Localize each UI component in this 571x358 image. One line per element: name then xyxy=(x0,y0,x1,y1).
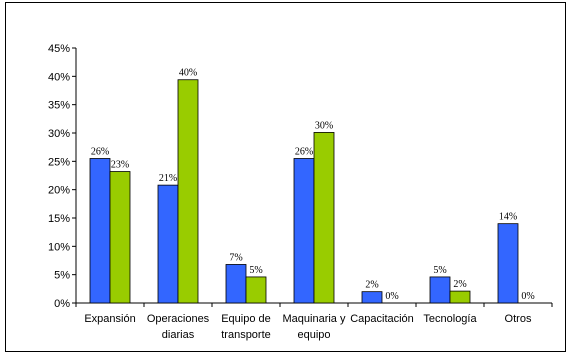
bar-series2-2 xyxy=(245,276,267,304)
bar-series2-3 xyxy=(313,132,335,304)
data-label-series2-2: 5% xyxy=(249,265,262,276)
data-label-series2-6: 0% xyxy=(521,291,534,302)
x-category-label: Equipo de transporte xyxy=(221,313,271,341)
data-label-series2-3: 30% xyxy=(315,120,333,131)
data-label-series2-5: 2% xyxy=(453,279,466,290)
x-category-label-line: diarias xyxy=(162,329,195,341)
bar-series1-0 xyxy=(89,158,111,304)
bar-series2-1 xyxy=(177,79,199,304)
x-category-label: Operaciones diarias xyxy=(147,313,210,341)
x-category-label: Expansión xyxy=(84,313,135,325)
x-category-label: Maquinaria y equipo xyxy=(283,313,346,341)
data-label-series2-1: 40% xyxy=(179,68,197,79)
data-label-series2-4: 0% xyxy=(385,291,398,302)
y-tick-label: 5% xyxy=(54,270,70,282)
x-category-label: Tecnología xyxy=(423,313,477,325)
y-tick-label: 40% xyxy=(48,71,70,83)
data-label-series1-6: 14% xyxy=(499,212,517,223)
y-tick-label: 20% xyxy=(48,185,70,197)
y-tick-label: 0% xyxy=(54,298,70,310)
bar-series2-5 xyxy=(449,290,471,304)
x-category-label-line: Maquinaria y xyxy=(283,313,346,325)
x-category-label: Capacitación xyxy=(350,313,414,325)
data-label-series1-1: 21% xyxy=(159,173,177,184)
bar-series1-5 xyxy=(429,276,451,304)
y-tick-label: 15% xyxy=(48,213,70,225)
data-label-series1-3: 26% xyxy=(295,147,313,158)
y-tick-label: 45% xyxy=(48,43,70,55)
x-category-label-line: equipo xyxy=(297,329,330,341)
x-category-label-line: Tecnología xyxy=(423,313,477,325)
x-category-label-line: Equipo de xyxy=(221,313,271,325)
y-tick-label: 35% xyxy=(48,100,70,112)
x-category-label-line: transporte xyxy=(221,329,271,341)
bar-series1-4 xyxy=(361,291,383,304)
data-label-series1-0: 26% xyxy=(91,147,109,158)
x-category-label-line: Operaciones xyxy=(147,313,210,325)
data-label-series1-5: 5% xyxy=(433,265,446,276)
y-tick-label: 10% xyxy=(48,241,70,253)
bar-series2-0 xyxy=(109,171,131,304)
data-label-series1-4: 2% xyxy=(365,280,378,291)
x-category-label-line: Expansión xyxy=(84,313,135,325)
data-label-series1-2: 7% xyxy=(229,252,242,263)
data-label-series2-0: 23% xyxy=(111,160,129,171)
bar-series1-3 xyxy=(293,158,315,304)
x-category-label-line: Otros xyxy=(505,313,532,325)
bar-series1-2 xyxy=(225,264,247,304)
x-category-label-line: Capacitación xyxy=(350,313,414,325)
x-category-label: Otros xyxy=(505,313,532,325)
bar-series1-6 xyxy=(497,223,519,304)
y-tick-label: 25% xyxy=(48,156,70,168)
bar-series1-1 xyxy=(157,184,179,304)
y-tick-label: 30% xyxy=(48,128,70,140)
